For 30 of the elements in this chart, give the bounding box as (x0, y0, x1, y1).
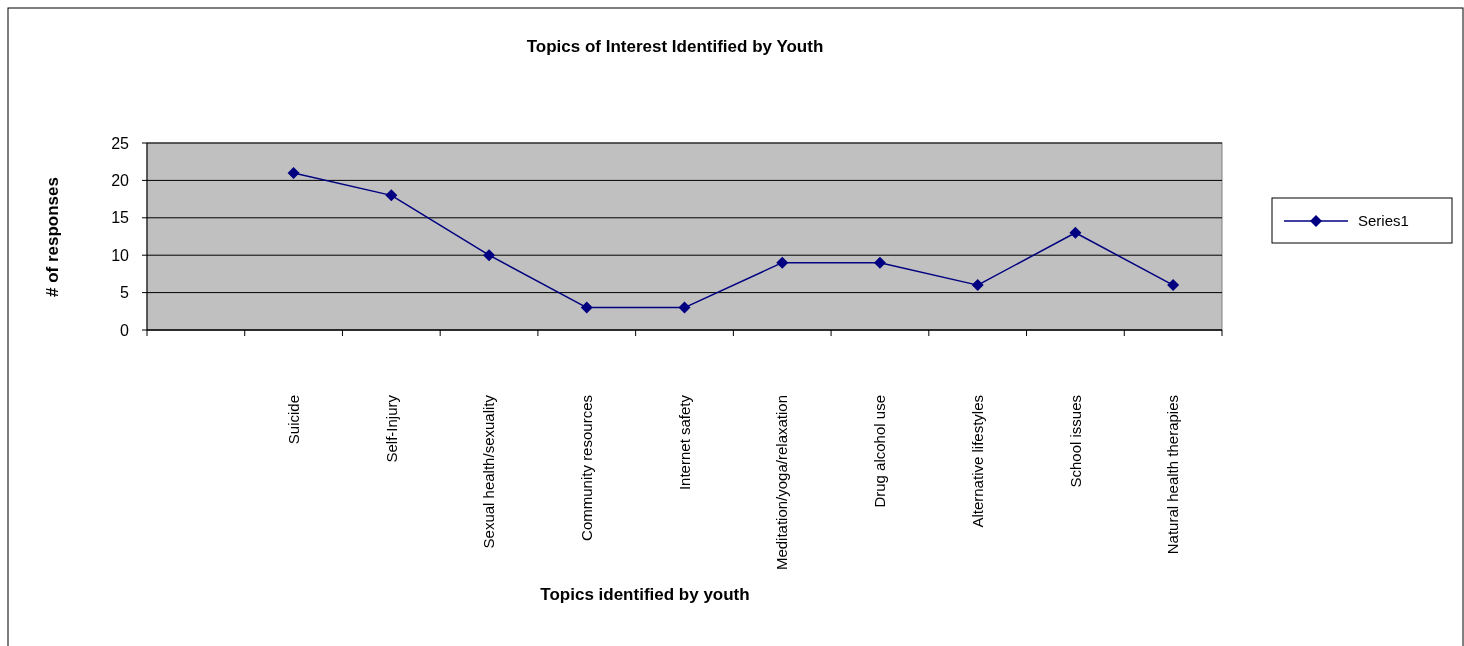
point (971, 279, 984, 292)
point (385, 189, 398, 202)
point (1069, 226, 1082, 239)
x-tick-label: Sexual health/sexuality (480, 394, 498, 549)
x-tick-label: Natural health therapies (1164, 395, 1182, 555)
x-tick-label: Self-Injury (382, 394, 400, 463)
x-tick-label: Suicide (284, 395, 302, 445)
y-axis-title: # of responses (43, 177, 62, 297)
x-tick-label: Internet safety (675, 394, 693, 491)
point (483, 249, 496, 262)
chart-title: Topics of Interest Identified by Youth (526, 37, 824, 56)
point (776, 256, 789, 269)
point (678, 301, 691, 314)
point (287, 166, 300, 179)
y-tick-label: 10 (111, 246, 130, 264)
point (1167, 279, 1180, 292)
y-tick-label: 20 (111, 172, 130, 189)
x-axis-title: Topics identified by youth (540, 585, 750, 604)
y-tick-label: 25 (111, 134, 130, 152)
y-tick-label: 0 (120, 321, 130, 339)
y-tick-label: 5 (120, 284, 130, 302)
x-tick-label: Meditation/yoga/relaxation (773, 395, 791, 571)
point (580, 301, 593, 314)
y-tick-label: 15 (111, 209, 130, 227)
x-tick-label: Community resources (578, 395, 596, 541)
x-tick-label: Drug alcohol use (871, 395, 889, 508)
legend-label: Series1 (1358, 212, 1409, 230)
point (873, 256, 886, 269)
x-tick-label: Alternative lifestyles (968, 395, 986, 528)
x-tick-label: School issues (1066, 395, 1084, 488)
